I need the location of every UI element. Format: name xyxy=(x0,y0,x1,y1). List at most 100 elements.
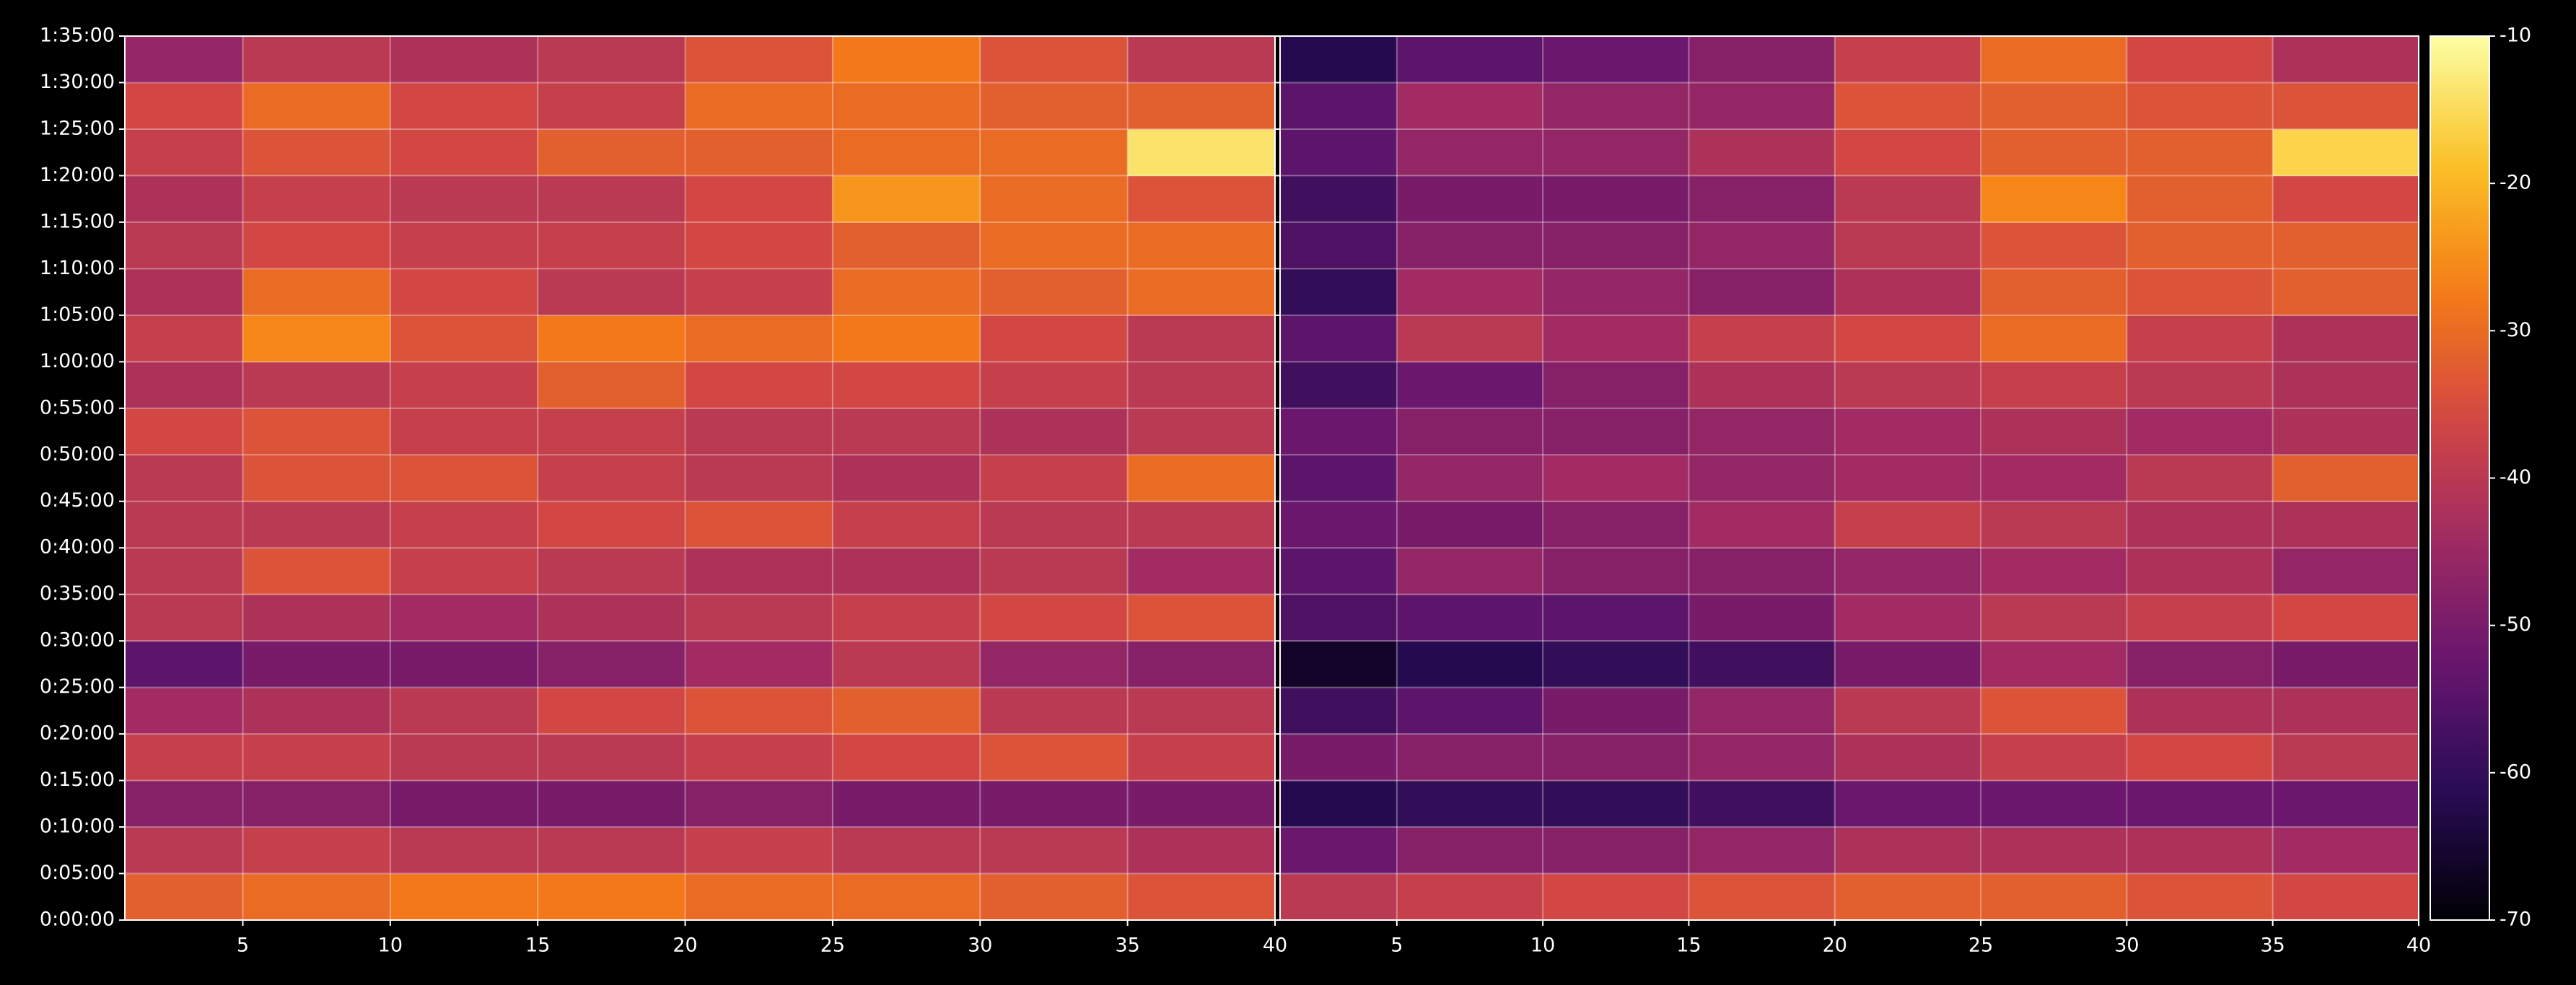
heat-cell xyxy=(1396,687,1543,735)
x-tick-label: 5 xyxy=(1390,934,1403,957)
heat-cell xyxy=(2272,128,2419,176)
heat-cell xyxy=(1280,827,1398,875)
heat-cell xyxy=(125,873,243,921)
heat-cell xyxy=(1543,175,1689,223)
heat-cell xyxy=(1981,128,2127,176)
heat-cell xyxy=(1280,268,1398,316)
heat-cell xyxy=(980,36,1129,83)
heat-cell xyxy=(538,362,686,409)
heat-cell xyxy=(1834,362,1981,409)
heat-cell xyxy=(390,128,538,176)
heat-cell xyxy=(1543,501,1689,548)
heat-cell xyxy=(1280,501,1398,548)
heat-cell xyxy=(1981,82,2127,130)
heat-cell xyxy=(390,827,538,875)
heat-cell xyxy=(1543,641,1689,688)
heat-cell xyxy=(1396,501,1543,548)
heat-cell xyxy=(832,548,981,595)
heat-cell xyxy=(1280,36,1398,83)
heat-cell xyxy=(685,873,833,921)
heat-cell xyxy=(1396,641,1543,688)
heat-cell xyxy=(1127,734,1276,782)
heat-cell xyxy=(980,268,1129,316)
heat-cell xyxy=(1127,641,1276,688)
heat-cell xyxy=(125,36,243,83)
heat-cell xyxy=(685,594,833,642)
colorbar-tick-label: -10 xyxy=(2500,25,2531,47)
heat-cell xyxy=(1834,408,1981,455)
heat-cell xyxy=(832,315,981,362)
heat-cell xyxy=(1127,687,1276,735)
x-tick-label: 15 xyxy=(1676,934,1701,957)
heat-cell xyxy=(832,128,981,176)
heat-cell xyxy=(538,780,686,828)
heat-cell xyxy=(685,175,833,223)
y-tick-label: 1:20:00 xyxy=(40,164,115,186)
heat-cell xyxy=(1834,873,1981,921)
y-tick-label: 0:25:00 xyxy=(40,675,115,698)
colorbar-tick-label: -40 xyxy=(2500,466,2531,489)
x-tick-label: 10 xyxy=(378,934,403,957)
x-tick-label: 10 xyxy=(1530,934,1555,957)
heat-cell xyxy=(125,548,243,595)
heat-cell xyxy=(125,82,243,130)
heat-cell xyxy=(980,641,1129,688)
heat-cell xyxy=(685,641,833,688)
heat-cell xyxy=(125,501,243,548)
heat-cell xyxy=(1127,315,1276,362)
x-tick-label: 15 xyxy=(525,934,550,957)
heat-cell xyxy=(1127,36,1276,83)
heat-cell xyxy=(1280,687,1398,735)
heat-cell xyxy=(125,780,243,828)
x-tick-label: 40 xyxy=(2406,934,2431,957)
heat-cell xyxy=(1280,408,1398,455)
heat-cell xyxy=(538,408,686,455)
heat-cell xyxy=(538,827,686,875)
heat-cell xyxy=(685,82,833,130)
heat-cell xyxy=(832,82,981,130)
heat-cell xyxy=(538,82,686,130)
heat-cell xyxy=(538,594,686,642)
heat-cell xyxy=(538,455,686,502)
y-tick-label: 0:05:00 xyxy=(40,862,115,884)
heat-cell xyxy=(242,268,391,316)
y-tick-label: 0:45:00 xyxy=(40,489,115,512)
heat-cell xyxy=(980,408,1129,455)
heat-cell xyxy=(1127,362,1276,409)
heat-cell xyxy=(2126,734,2274,782)
heat-cell xyxy=(832,734,981,782)
heat-cell xyxy=(1688,687,1836,735)
heat-cell xyxy=(1981,827,2127,875)
heat-cell xyxy=(685,222,833,269)
heat-cell xyxy=(2272,873,2419,921)
heat-cell xyxy=(1981,315,2127,362)
y-tick-label: 1:30:00 xyxy=(40,71,115,93)
colorbar-tick-label: -70 xyxy=(2500,909,2531,931)
heat-cell xyxy=(390,268,538,316)
heat-cell xyxy=(242,455,391,502)
heat-cell xyxy=(1834,734,1981,782)
heat-cell xyxy=(1981,222,2127,269)
heat-cell xyxy=(538,734,686,782)
heat-cell xyxy=(685,548,833,595)
plot-frame xyxy=(124,35,1276,921)
heat-cell xyxy=(1127,780,1276,828)
heat-cell xyxy=(1280,82,1398,130)
heat-cell xyxy=(685,408,833,455)
y-tick-label: 1:05:00 xyxy=(40,303,115,325)
heat-cell xyxy=(242,548,391,595)
heat-cell xyxy=(1280,594,1398,642)
heat-cell xyxy=(390,780,538,828)
heat-cell xyxy=(1834,268,1981,316)
heat-cell xyxy=(1127,873,1276,921)
heat-cell xyxy=(1543,455,1689,502)
heat-cell xyxy=(538,315,686,362)
heat-cell xyxy=(1688,408,1836,455)
heat-cell xyxy=(1396,268,1543,316)
heat-cell xyxy=(1396,315,1543,362)
heat-cell xyxy=(1543,548,1689,595)
heat-cell xyxy=(685,315,833,362)
heat-cell xyxy=(2126,641,2274,688)
heat-cell xyxy=(390,501,538,548)
x-tick-label: 35 xyxy=(2261,934,2285,957)
